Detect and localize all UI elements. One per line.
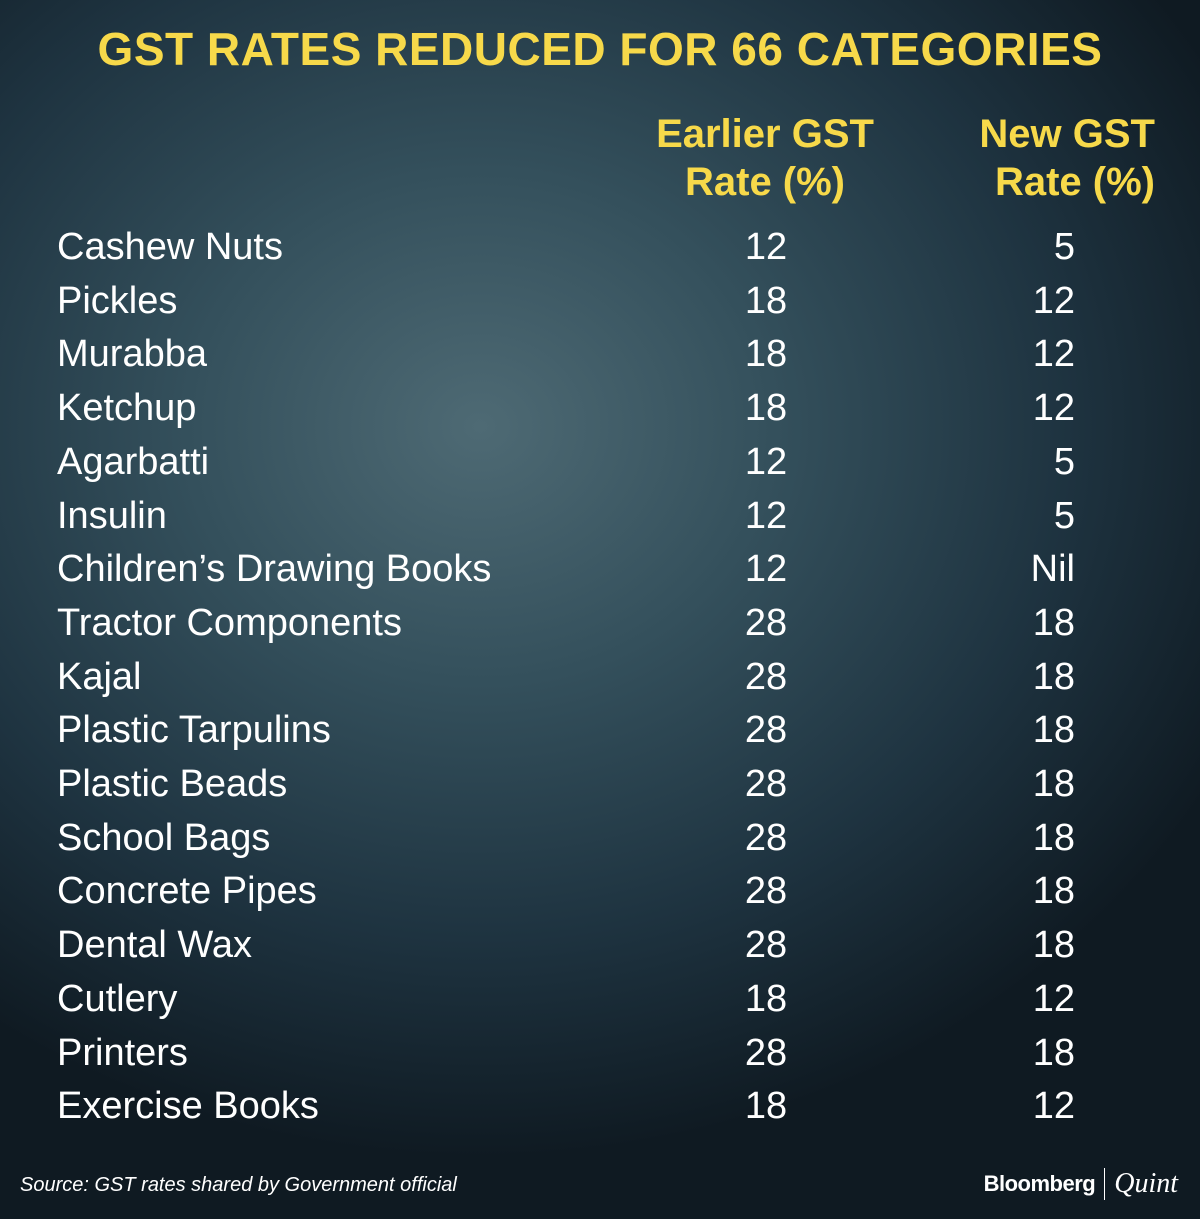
new-rate-cell: 18 [1032, 655, 1075, 698]
table-row: Exercise Books 18 12 [0, 1079, 1200, 1133]
item-label: Agarbatti [57, 440, 210, 483]
item-label: Children’s Drawing Books [57, 548, 492, 591]
earlier-rate-cell: 18 [744, 1085, 788, 1128]
logo-bloomberg: Bloomberg [983, 1171, 1096, 1196]
earlier-rate-cell: 12 [744, 440, 788, 483]
item-label: Printers [57, 1031, 188, 1074]
table-row: Dental Wax 28 18 [0, 918, 1200, 972]
earlier-rate-cell: 12 [744, 548, 788, 591]
table-row: Cashew Nuts 12 5 [0, 220, 1200, 274]
earlier-rate-cell: 18 [744, 977, 788, 1020]
table-row: Insulin 12 5 [0, 489, 1200, 543]
header-earlier-line1: Earlier GST [656, 112, 874, 156]
earlier-rate-cell: 28 [744, 870, 788, 913]
header-earlier-line2: Rate (%) [684, 160, 846, 204]
earlier-rate-cell: 28 [744, 816, 788, 859]
earlier-rate-cell: 18 [744, 333, 788, 376]
header-earlier-rate: Earlier GST Rate (%) [620, 110, 910, 206]
new-rate-cell: 18 [1032, 1031, 1075, 1074]
new-rate-cell: 5 [1053, 494, 1075, 537]
new-rate-cell: 12 [1032, 977, 1075, 1020]
bloomberg-quint-logo: Bloomberg Quint [984, 1168, 1178, 1200]
page-title: GST RATES REDUCED FOR 66 CATEGORIES [97, 23, 1103, 75]
new-rate-cell: 18 [1032, 816, 1075, 859]
table-row: Ketchup 18 12 [0, 381, 1200, 435]
item-label: Tractor Components [57, 601, 402, 644]
new-rate-cell: Nil [1030, 548, 1075, 591]
header-new-line2: Rate (%) [994, 160, 1155, 204]
earlier-rate-cell: 28 [744, 709, 788, 752]
source-note: Source: GST rates shared by Government o… [20, 1174, 457, 1196]
item-label: Kajal [57, 655, 142, 698]
table-row: School Bags 28 18 [0, 811, 1200, 865]
item-label: Concrete Pipes [57, 870, 317, 913]
item-label: Exercise Books [57, 1085, 319, 1128]
table-row: Kajal 28 18 [0, 650, 1200, 704]
earlier-rate-cell: 28 [744, 924, 788, 967]
new-rate-cell: 12 [1032, 387, 1075, 430]
new-rate-cell: 18 [1032, 601, 1075, 644]
new-rate-cell: 12 [1032, 1085, 1075, 1128]
table-row: Concrete Pipes 28 18 [0, 864, 1200, 918]
item-label: Dental Wax [57, 924, 252, 967]
item-label: Cutlery [57, 977, 178, 1020]
earlier-rate-cell: 28 [744, 763, 788, 805]
new-rate-cell: 18 [1032, 870, 1075, 913]
item-label: Pickles [57, 279, 178, 322]
earlier-rate-cell: 12 [744, 226, 788, 268]
table-row: Tractor Components 28 18 [0, 596, 1200, 650]
new-rate-cell: 18 [1032, 763, 1075, 805]
table-row: Cutlery 18 12 [0, 972, 1200, 1026]
new-rate-cell: 18 [1032, 924, 1075, 967]
header-new-rate: New GST Rate (%) [895, 110, 1155, 206]
table-row: Agarbatti 12 5 [0, 435, 1200, 489]
new-rate-cell: 12 [1032, 279, 1075, 322]
item-label: Cashew Nuts [57, 226, 283, 268]
earlier-rate-cell: 28 [744, 1031, 788, 1074]
table-row: Printers 28 18 [0, 1026, 1200, 1080]
logo-divider [1104, 1168, 1106, 1200]
earlier-rate-cell: 18 [744, 279, 788, 322]
earlier-rate-cell: 28 [744, 655, 788, 698]
table-row: Children’s Drawing Books 12 Nil [0, 542, 1200, 596]
header-new-line1: New GST [979, 112, 1155, 156]
new-rate-cell: 5 [1053, 440, 1075, 483]
table-row: Plastic Beads 28 18 [0, 757, 1200, 811]
earlier-rate-cell: 18 [744, 387, 788, 430]
new-rate-cell: 12 [1032, 333, 1075, 376]
item-label: Murabba [57, 333, 207, 376]
earlier-rate-cell: 12 [744, 494, 788, 537]
table-row: Murabba 18 12 [0, 327, 1200, 381]
table-row: Pickles 18 12 [0, 274, 1200, 328]
new-rate-cell: 18 [1032, 709, 1075, 752]
item-label: Ketchup [57, 387, 197, 430]
item-label: Insulin [57, 494, 167, 537]
earlier-rate-cell: 28 [744, 601, 788, 644]
item-label: Plastic Beads [57, 763, 288, 805]
new-rate-cell: 5 [1053, 226, 1075, 268]
item-label: School Bags [57, 816, 271, 859]
logo-quint: Quint [1114, 1168, 1178, 1199]
table-row: Plastic Tarpulins 28 18 [0, 703, 1200, 757]
item-label: Plastic Tarpulins [57, 709, 331, 752]
